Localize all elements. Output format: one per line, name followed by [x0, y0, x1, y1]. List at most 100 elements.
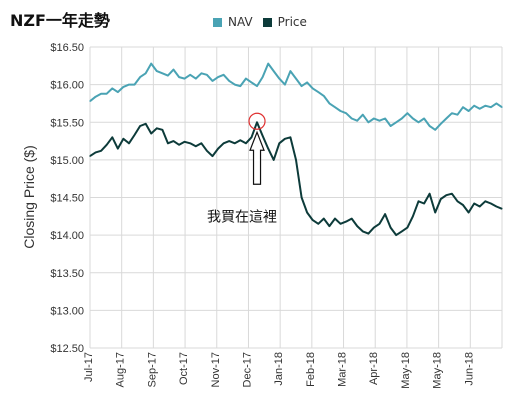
price-point: [234, 142, 236, 144]
price-point: [128, 142, 130, 144]
y-tick-label: $16.00: [50, 80, 84, 92]
x-tick-label: May-18: [432, 352, 444, 389]
nav-point: [467, 110, 470, 112]
nav-point: [501, 106, 503, 108]
x-tick-label: Sep-17: [146, 352, 158, 387]
nav-point: [406, 112, 408, 114]
nav-point: [390, 125, 392, 127]
nav-point: [278, 78, 280, 80]
legend-nav-swatch: [213, 17, 222, 27]
nav-point: [234, 84, 236, 86]
price-point: [122, 138, 125, 140]
nav-point: [200, 72, 202, 74]
y-tick-label: $12.50: [50, 343, 84, 355]
price-point: [211, 155, 214, 157]
nav-point: [479, 108, 481, 110]
x-tick-label: Jan-18: [273, 352, 285, 386]
price-point: [462, 204, 464, 206]
x-tick-label: Nov-17: [210, 352, 222, 387]
y-tick-label: $16.50: [50, 42, 84, 54]
x-tick-label: Dec-17: [241, 352, 253, 387]
price-point: [479, 205, 481, 208]
nav-point: [395, 121, 397, 123]
nav-point: [223, 74, 225, 76]
y-tick-label: $13.50: [50, 268, 84, 280]
nav-point: [211, 80, 214, 82]
legend: NAV Price: [213, 15, 307, 29]
nav-point: [412, 117, 414, 120]
price-point: [300, 196, 303, 199]
price-point: [473, 202, 475, 205]
price-point: [245, 142, 247, 144]
price-point: [117, 147, 119, 150]
x-tick-label: Feb-18: [305, 352, 317, 387]
price-point: [390, 227, 392, 229]
nav-point: [429, 125, 431, 127]
price-point: [161, 129, 163, 131]
nav-point: [167, 74, 169, 77]
legend-price-label: Price: [277, 15, 307, 29]
price-point: [100, 150, 102, 152]
price-point: [184, 141, 186, 143]
nav-point: [178, 76, 180, 78]
price-point: [445, 194, 447, 196]
nav-point: [89, 100, 91, 102]
nav-point: [273, 70, 275, 72]
nav-point: [228, 80, 230, 82]
price-point: [133, 134, 136, 136]
nav-point: [495, 102, 498, 105]
nav-point: [295, 78, 297, 80]
nav-point: [245, 78, 247, 80]
price-point: [200, 142, 202, 144]
nav-point: [128, 84, 130, 86]
price-point: [278, 142, 280, 144]
nav-point: [122, 86, 125, 88]
price-point: [373, 227, 375, 229]
price-point: [351, 217, 353, 220]
y-axis-ticks: $16.50 $16.00 $15.50 $15.00 $14.50 $14.00 $13.…: [50, 42, 84, 355]
price-point: [345, 220, 347, 223]
x-tick-label: Oct-17: [178, 352, 190, 385]
nav-point: [256, 85, 258, 87]
nav-point: [261, 76, 264, 78]
price-point: [339, 223, 342, 225]
price-point: [150, 132, 152, 135]
price-point: [289, 136, 292, 138]
annotation-text: 我買在這裡: [207, 209, 277, 225]
price-point: [111, 136, 113, 138]
nav-point: [401, 117, 403, 120]
price-point: [328, 225, 331, 227]
nav-point: [217, 76, 219, 78]
nav-point: [473, 105, 475, 107]
y-tick-label: $14.00: [50, 230, 84, 242]
price-point: [401, 230, 403, 232]
x-tick-label: Jun-18: [463, 352, 475, 386]
price-point: [467, 211, 470, 214]
nav-point: [94, 96, 97, 98]
price-point: [167, 142, 169, 144]
annotation: 我買在這裡: [207, 112, 277, 225]
nav-point: [289, 70, 292, 72]
legend-price-swatch: [262, 17, 272, 27]
price-point: [195, 145, 197, 147]
x-tick-label: Aug-17: [115, 352, 127, 387]
nav-point: [351, 117, 353, 120]
price-point: [284, 138, 286, 140]
price-point: [440, 198, 442, 200]
legend-nav-label: NAV: [228, 15, 253, 29]
price-point: [267, 147, 269, 150]
nav-point: [284, 84, 286, 86]
nav-point: [417, 121, 420, 123]
x-axis-ticks: Jul-17 Aug-17 Sep-17 Oct-17 Nov-17 Dec-17 Jan-…: [83, 352, 475, 389]
price-point: [367, 233, 369, 235]
price-point: [228, 140, 230, 142]
y-tick-label: $13.00: [50, 305, 84, 317]
nav-point: [106, 93, 108, 95]
price-point: [261, 135, 264, 137]
nav-point: [339, 110, 342, 112]
price-point: [356, 225, 358, 227]
price-point: [323, 217, 325, 220]
nav-point: [206, 74, 208, 76]
price-point: [178, 144, 180, 146]
